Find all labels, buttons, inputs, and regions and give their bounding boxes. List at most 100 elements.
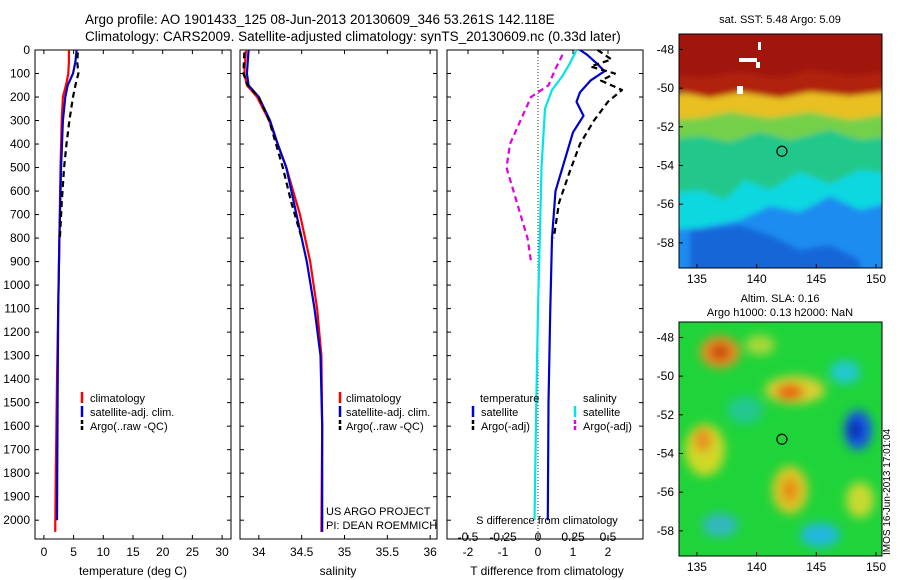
sst-map-frame [678,33,883,269]
sst-map-panel: sat. SST: 5.48 Argo: 5.09 135 140 145 150 -4… [657,14,887,286]
depth-tick-label: 1800 [3,466,30,480]
latitude-tick-label: -52 [657,408,675,422]
latitude-tick-label: -58 [657,236,675,250]
depth-tick-label: 900 [10,255,30,269]
x-tick-label: 34 [252,545,266,559]
salinity-panel: 34 34.5 35 35.5 36 salinity climatology sate… [239,49,438,578]
x-tick-label: 1 [570,545,577,559]
temperature-tick-labels: 0 5 10 15 20 25 30 [41,50,229,559]
temperature-panel: 0100200300400500600700800900100011001200… [3,43,232,578]
figure-subtitle: Climatology: CARS2009. Satellite-adjuste… [85,29,621,44]
legend-label-s-satellite: satellite [583,407,620,419]
difference-series [505,49,624,521]
latitude-tick-label: -56 [657,485,675,499]
legend-label-satellite: satellite-adj. clim. [90,407,174,419]
latitude-tick-label: -50 [657,369,675,383]
latitude-tick-label: -48 [657,330,675,344]
temperature-series [54,49,80,532]
depth-tick-label: 800 [10,231,30,245]
legend-label-argo: Argo(..raw -QC) [90,421,168,433]
legend-label-climatology: climatology [90,393,146,405]
series-line-argo-raw-qc [242,52,303,239]
depth-tick-label: 500 [10,161,30,175]
depth-tick-label: 100 [10,67,30,81]
x-tick-label: 25 [186,545,200,559]
difference-legend: temperature salinity satellite Argo(-adj… [471,393,632,433]
depth-tick-label: 1700 [3,443,30,457]
sst-map-title: sat. SST: 5.48 Argo: 5.09 [719,14,841,26]
credit-line-2: PI: DEAN ROEMMICH [326,520,437,532]
x-tick-label: 5 [70,545,77,559]
legend-label-argo: Argo(..raw -QC) [346,421,424,433]
x-tick-label: 20 [156,545,170,559]
sst-map-tick-labels: 135 140 145 150 -48 -50 -52 -54 -56 -58 [657,42,887,286]
x-tick-label: 2 [605,545,612,559]
series-line-satellite [533,49,578,521]
s-difference-tick-label: 0.25 [561,530,585,544]
temperature-legend: climatology satellite-adj. clim. Argo(..… [80,392,174,433]
sla-heatmap [679,322,882,556]
sst-no-data-patch [756,62,760,68]
latitude-tick-label: -54 [657,447,675,461]
s-difference-tick-label: -0.5 [458,530,479,544]
series-line-satellite [546,49,606,521]
longitude-tick-label: 150 [866,272,886,286]
s-difference-tick-label: 0 [535,530,542,544]
figure-title: Argo profile: AO 1901433_125 08-Jun-2013… [85,12,555,27]
sst-field [679,34,882,268]
sla-field [685,335,874,547]
legend-label-t-argo: Argo(-adj) [481,421,530,433]
sst-no-data-patch [739,58,757,62]
depth-tick-label: 400 [10,137,30,151]
sst-heatmap [679,34,882,268]
x-tick-label: 34.5 [290,545,314,559]
credit-line-1: US ARGO PROJECT [326,506,431,518]
x-tick-label: 0 [41,545,48,559]
sla-map-frame [678,321,883,557]
x-tick-label: 30 [215,545,229,559]
longitude-tick-label: 145 [806,272,826,286]
depth-tick-label: 600 [10,184,30,198]
depth-tick-label: 1200 [3,325,30,339]
depth-tick-label: 0 [23,43,30,57]
sla-map-title: Altim. SLA: 0.16 [741,293,820,305]
t-difference-tick-labels: -2 -1 0 1 2 [447,49,643,559]
sla-map-subtitle: Argo h1000: 0.13 h2000: NaN [707,307,853,319]
temperature-axes-box [34,49,232,540]
longitude-tick-label: 145 [806,560,826,574]
longitude-tick-label: 140 [747,560,767,574]
series-line-argo-raw-qc [58,52,80,239]
latitude-tick-label: -48 [657,42,675,56]
depth-tick-label: 200 [10,90,30,104]
imos-timestamp-label: IMOS 16-Jun-2013 17:01:04 [882,428,893,555]
difference-panel: -2 -1 0 1 2 -0.5 -0.25 0 0.25 0.5 S difference f… [446,49,644,578]
difference-axes-box [446,49,644,540]
depth-tick-label: 1400 [3,372,30,386]
x-tick-label: 10 [97,545,111,559]
sst-no-data-patch [758,42,761,50]
x-tick-label: -1 [498,545,509,559]
depth-tick-label: 1000 [3,278,30,292]
series-line-satellite-adj-clim [55,49,78,521]
legend-label-t-satellite: satellite [481,407,518,419]
sst-no-data-patch [737,86,743,94]
x-tick-label: 35 [338,545,352,559]
t-difference-axis-label: T difference from climatology [470,564,624,578]
depth-tick-label: 1100 [4,302,30,316]
temperature-axis-label: temperature (deg C) [79,564,187,578]
profile-location-marker [776,145,788,157]
salinity-axis-label: salinity [320,564,357,578]
x-tick-label: -2 [463,545,474,559]
sla-map-panel: Altim. SLA: 0.16 Argo h1000: 0.13 h2000:… [657,293,887,574]
series-line-argo-adj [552,49,624,239]
sla-map-tick-labels: 135 140 145 150 -48 -50 -52 -54 -56 -58 [657,330,887,574]
legend-header-temperature: temperature [480,393,539,405]
x-tick-label: 15 [126,545,140,559]
x-tick-label: 36 [423,545,437,559]
x-tick-label: 35.5 [376,545,400,559]
legend-label-s-argo: Argo(-adj) [583,421,632,433]
depth-tick-label: 2000 [3,513,30,527]
profile-location-marker [776,433,788,445]
depth-tick-label: 1500 [3,396,30,410]
